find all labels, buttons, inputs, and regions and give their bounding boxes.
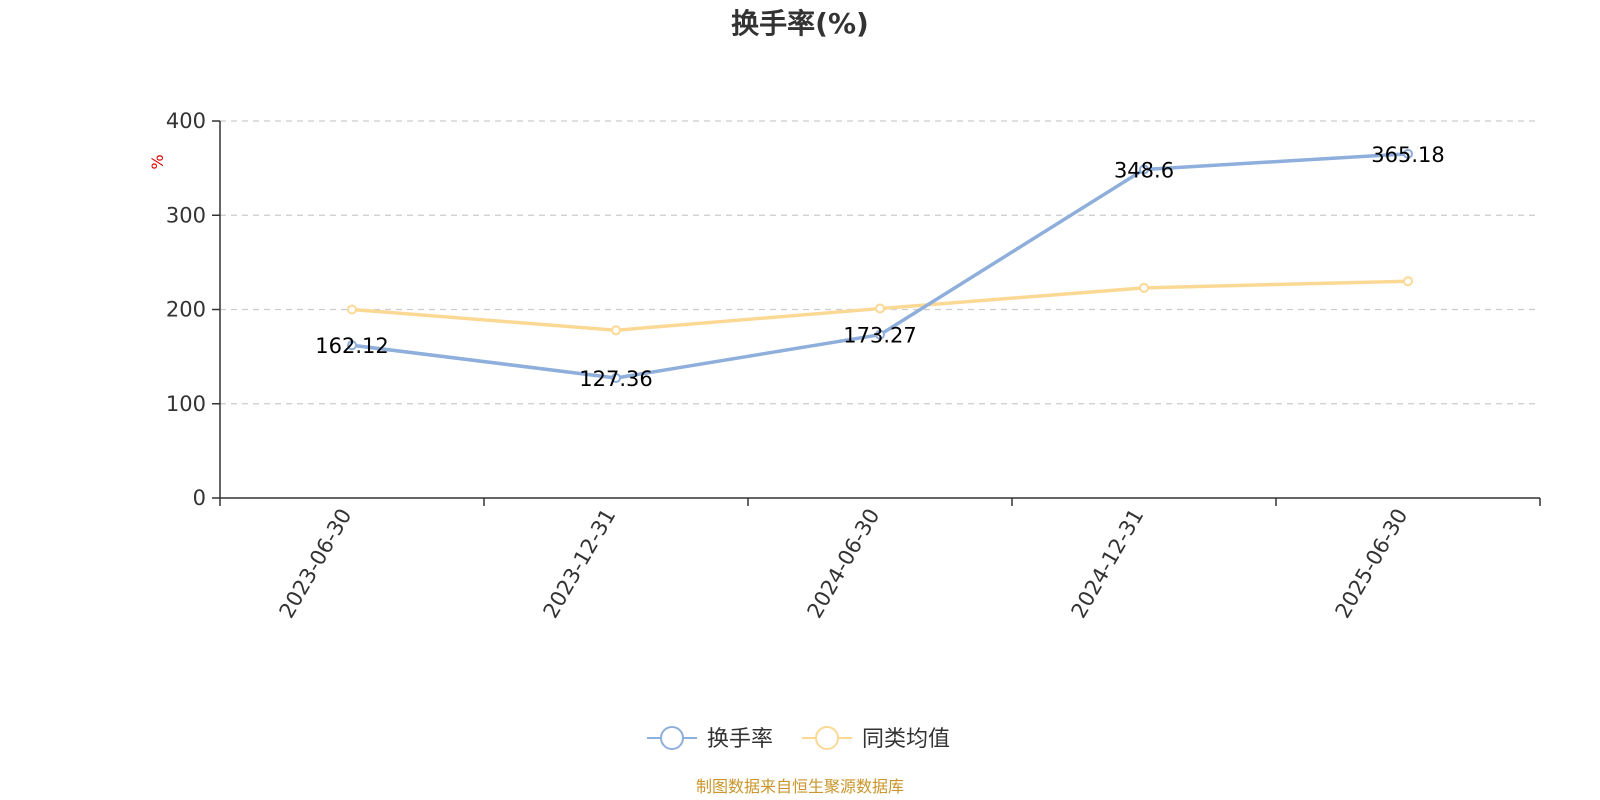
series-point: [611, 325, 621, 336]
y-tick-label: 400: [166, 109, 206, 133]
data-label: 162.12: [315, 334, 388, 358]
series-point: [1403, 276, 1413, 287]
y-tick-label: 0: [193, 486, 206, 510]
legend-item[interactable]: 换手率: [647, 726, 773, 752]
series-point: [875, 329, 885, 340]
series-lines: [347, 148, 1413, 383]
chart-title: 换手率(%): [731, 7, 869, 40]
y-tick-label: 300: [166, 203, 206, 227]
data-label: 365.18: [1371, 143, 1444, 167]
series-point: [875, 303, 885, 314]
x-tick-label: 2023-12-31: [539, 505, 621, 623]
series-point: [1139, 282, 1149, 293]
x-tick-label: 2025-06-30: [1331, 505, 1413, 623]
y-tick-label: 200: [166, 298, 206, 322]
legend-item[interactable]: 同类均值: [802, 726, 950, 752]
data-label: 127.36: [579, 367, 652, 391]
source-note: 制图数据来自恒生聚源数据库: [696, 777, 904, 796]
grid-lines: [220, 120, 1540, 405]
y-axis-unit-label: %: [148, 154, 167, 169]
data-label: 348.6: [1114, 158, 1174, 182]
x-tick-label: 2023-06-30: [275, 505, 357, 623]
legend-label: 换手率: [707, 727, 773, 752]
legend-label: 同类均值: [862, 727, 950, 752]
series-point: [611, 372, 621, 383]
data-label: 173.27: [843, 324, 916, 348]
legend-circle-marker: [660, 726, 684, 750]
series-point: [1403, 148, 1413, 159]
axes: 0 100 200 300 400 2023-06-30 2023-12-31 2024-06…: [166, 109, 1541, 623]
x-tick-label: 2024-06-30: [803, 505, 885, 623]
series-point: [1139, 164, 1149, 175]
series-point: [347, 304, 357, 315]
y-tick-label: 100: [166, 392, 206, 416]
x-tick-label: 2024-12-31: [1067, 505, 1149, 623]
series-point: [347, 340, 357, 351]
legend-circle-marker: [815, 726, 839, 750]
data-labels: 162.12 127.36 173.27 348.6 365.18: [315, 143, 1444, 391]
legend[interactable]: 换手率 同类均值: [647, 726, 950, 752]
